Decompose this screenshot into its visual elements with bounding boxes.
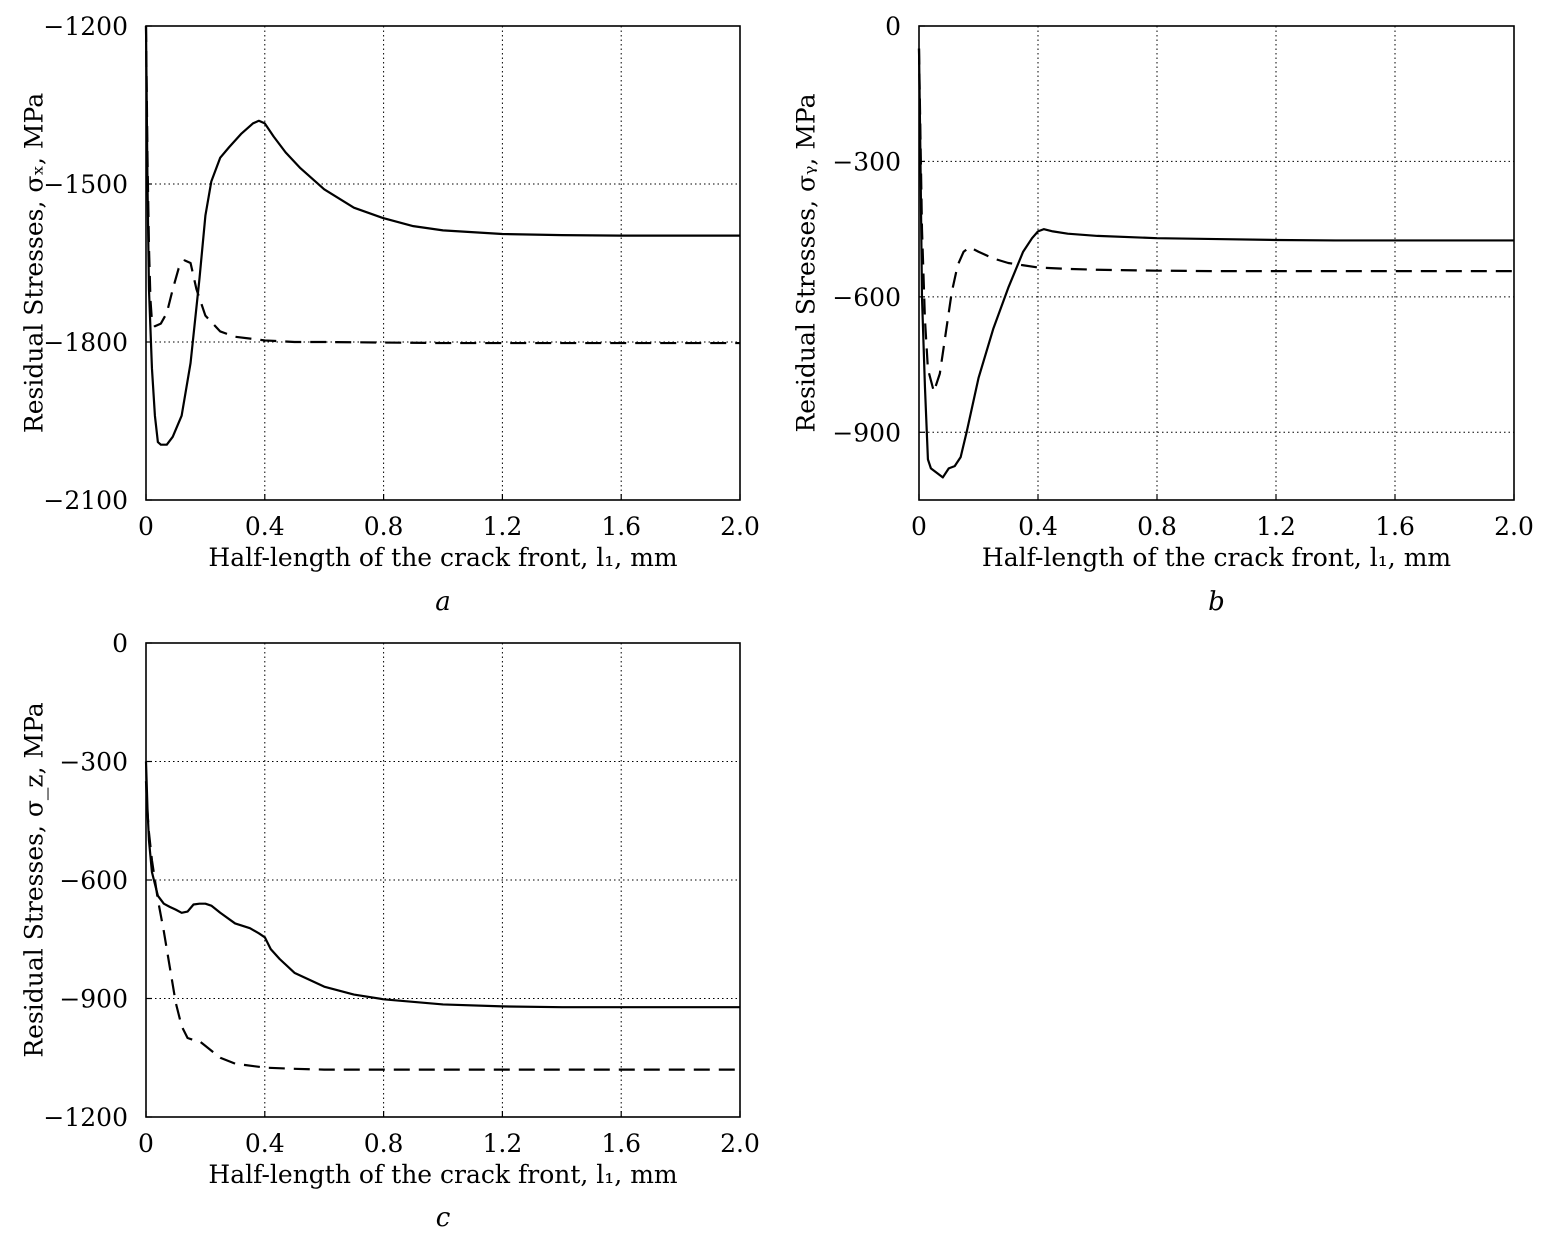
- y-tick-label: −900: [832, 418, 901, 447]
- x-axis-title: Half-length of the crack front, l₁, mm: [208, 1160, 678, 1189]
- plot-frame: [918, 25, 1515, 501]
- x-tick-label: 0: [138, 1129, 154, 1158]
- series-line-solid: [144, 25, 740, 446]
- y-tick-label: −900: [59, 985, 128, 1014]
- x-tick-label: 0.4: [1018, 512, 1058, 541]
- panel-label: c: [436, 1203, 451, 1233]
- y-tick-label: −300: [59, 748, 128, 777]
- x-tick-label: 1.6: [1375, 512, 1415, 541]
- y-tick-label: −2100: [43, 486, 128, 515]
- series-line-solid: [917, 48, 1514, 479]
- x-tick-label: 1.2: [1256, 512, 1296, 541]
- y-tick-label: −1800: [43, 328, 128, 357]
- y-tick-label: 0: [885, 12, 901, 41]
- x-tick-label: 1.2: [483, 512, 523, 541]
- y-tick-label: 0: [112, 629, 128, 658]
- x-tick-label: 0.8: [1137, 512, 1177, 541]
- y-axis-title: Residual Stresses, σₓ, MPa: [20, 93, 49, 433]
- x-tick-label: 0.4: [245, 1129, 285, 1158]
- x-axis-title: Half-length of the crack front, l₁, mm: [982, 543, 1452, 572]
- series-line-dashed: [917, 48, 1514, 393]
- series-line-solid: [144, 761, 740, 1009]
- y-tick-label: −600: [832, 283, 901, 312]
- x-tick-label: 1.6: [601, 512, 641, 541]
- chart-panel-b: 0 0.4 0.8 1.2 1.6 2.0 0 −300 −600 −900 Half-length…: [792, 12, 1534, 617]
- x-axis-title: Half-length of the crack front, l₁, mm: [208, 543, 678, 572]
- x-tick-label: 0: [911, 512, 927, 541]
- series-line-dashed: [144, 781, 740, 1071]
- panel-label: b: [1208, 587, 1225, 617]
- y-tick-label: −1500: [43, 170, 128, 199]
- x-tick-label: 2.0: [1494, 512, 1534, 541]
- x-tick-label: 0: [138, 512, 154, 541]
- y-tick-label: −1200: [43, 1103, 128, 1132]
- y-tick-label: −300: [832, 147, 901, 176]
- x-tick-label: 1.6: [601, 1129, 641, 1158]
- x-tick-label: 0.8: [364, 1129, 404, 1158]
- y-axis-title: Residual Stresses, σᵧ, MPa: [792, 93, 821, 432]
- chart-panel-a: 0 0.4 0.8 1.2 1.6 2.0 −1200 −1500 −1800 −2100 Half…: [20, 12, 760, 617]
- series-line-dashed: [144, 25, 740, 345]
- x-tick-label: 0.8: [364, 512, 404, 541]
- y-axis-title: Residual Stresses, σ_z, MPa: [20, 702, 49, 1057]
- x-tick-label: 2.0: [720, 512, 760, 541]
- x-tick-label: 0.4: [245, 512, 285, 541]
- panel-label: a: [435, 587, 451, 617]
- x-tick-label: 2.0: [720, 1129, 760, 1158]
- chart-panel-c: 0 0.4 0.8 1.2 1.6 2.0 0 −300 −600 −900 −1200 Half-l…: [20, 629, 760, 1233]
- x-tick-label: 1.2: [483, 1129, 523, 1158]
- y-tick-label: −1200: [43, 12, 128, 41]
- y-tick-label: −600: [59, 866, 128, 895]
- plot-frame: [145, 25, 741, 501]
